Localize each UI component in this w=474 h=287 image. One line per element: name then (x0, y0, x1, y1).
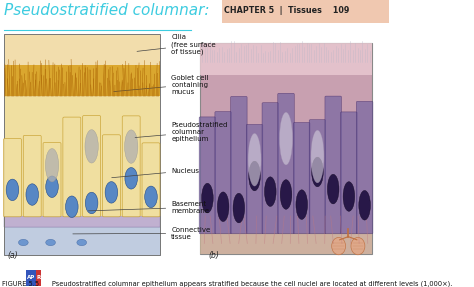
FancyBboxPatch shape (215, 112, 231, 234)
Bar (201, 233, 372, 254)
Ellipse shape (77, 239, 87, 246)
Bar (4, 96, 160, 216)
Ellipse shape (65, 196, 78, 218)
Ellipse shape (125, 130, 138, 163)
Text: Goblet cell
containing
mucus: Goblet cell containing mucus (114, 75, 209, 95)
Ellipse shape (328, 174, 339, 204)
FancyBboxPatch shape (325, 96, 341, 234)
Text: CHAPTER 5  |  Tissues    109: CHAPTER 5 | Tissues 109 (224, 6, 349, 15)
Bar (36, 270, 41, 286)
Bar (4, 227, 160, 255)
Bar (4, 65, 160, 96)
Ellipse shape (46, 239, 55, 246)
FancyBboxPatch shape (356, 101, 373, 234)
Bar (4, 34, 160, 255)
Ellipse shape (248, 133, 261, 186)
Text: Pseudostratified
columnar
epithelium: Pseudostratified columnar epithelium (135, 122, 228, 142)
Bar (222, 0, 389, 23)
Ellipse shape (332, 237, 346, 255)
Ellipse shape (351, 237, 365, 255)
Text: R: R (36, 275, 40, 280)
Bar (201, 43, 372, 254)
Text: AP: AP (27, 275, 35, 280)
Bar (27, 270, 36, 286)
Bar (4, 216, 160, 227)
Ellipse shape (46, 149, 59, 182)
FancyBboxPatch shape (231, 96, 247, 234)
Ellipse shape (296, 190, 308, 220)
Ellipse shape (280, 180, 292, 209)
Ellipse shape (359, 191, 370, 220)
Text: FIGURE 5.5      Pseudostratified columnar epithelium appears stratified because : FIGURE 5.5 Pseudostratified columnar epi… (2, 280, 452, 287)
Ellipse shape (312, 157, 323, 187)
Text: Cilia
(free surface
of tissue): Cilia (free surface of tissue) (137, 34, 216, 55)
Text: Pseudostratified columnar:: Pseudostratified columnar: (4, 3, 210, 18)
Text: Nucleus: Nucleus (112, 168, 199, 178)
Ellipse shape (218, 192, 229, 222)
Text: Connective
tissue: Connective tissue (73, 227, 210, 240)
FancyBboxPatch shape (23, 135, 41, 217)
Text: Basement
membrane: Basement membrane (88, 201, 209, 214)
Ellipse shape (264, 177, 276, 206)
FancyBboxPatch shape (309, 120, 326, 234)
FancyBboxPatch shape (293, 123, 310, 234)
Ellipse shape (85, 130, 98, 163)
FancyBboxPatch shape (246, 125, 263, 234)
Ellipse shape (18, 239, 28, 246)
Text: (a): (a) (8, 251, 18, 260)
Text: (b): (b) (208, 251, 219, 260)
FancyBboxPatch shape (142, 143, 160, 217)
Ellipse shape (311, 130, 324, 183)
FancyBboxPatch shape (122, 116, 140, 217)
Ellipse shape (46, 176, 58, 197)
FancyBboxPatch shape (82, 115, 100, 217)
FancyBboxPatch shape (341, 112, 357, 234)
FancyBboxPatch shape (199, 117, 216, 234)
Ellipse shape (26, 184, 38, 205)
FancyBboxPatch shape (278, 93, 294, 234)
FancyBboxPatch shape (262, 103, 279, 234)
Ellipse shape (343, 182, 355, 211)
Ellipse shape (145, 186, 157, 208)
Ellipse shape (6, 179, 19, 201)
Ellipse shape (280, 112, 292, 165)
FancyBboxPatch shape (3, 139, 21, 217)
Ellipse shape (233, 193, 245, 223)
Ellipse shape (85, 192, 98, 214)
Ellipse shape (201, 183, 213, 213)
Bar (201, 43, 372, 75)
Ellipse shape (125, 168, 137, 189)
FancyBboxPatch shape (43, 142, 61, 217)
Bar (4, 34, 160, 69)
Ellipse shape (105, 182, 118, 203)
FancyBboxPatch shape (63, 117, 81, 217)
Ellipse shape (249, 161, 260, 191)
FancyBboxPatch shape (102, 135, 120, 217)
